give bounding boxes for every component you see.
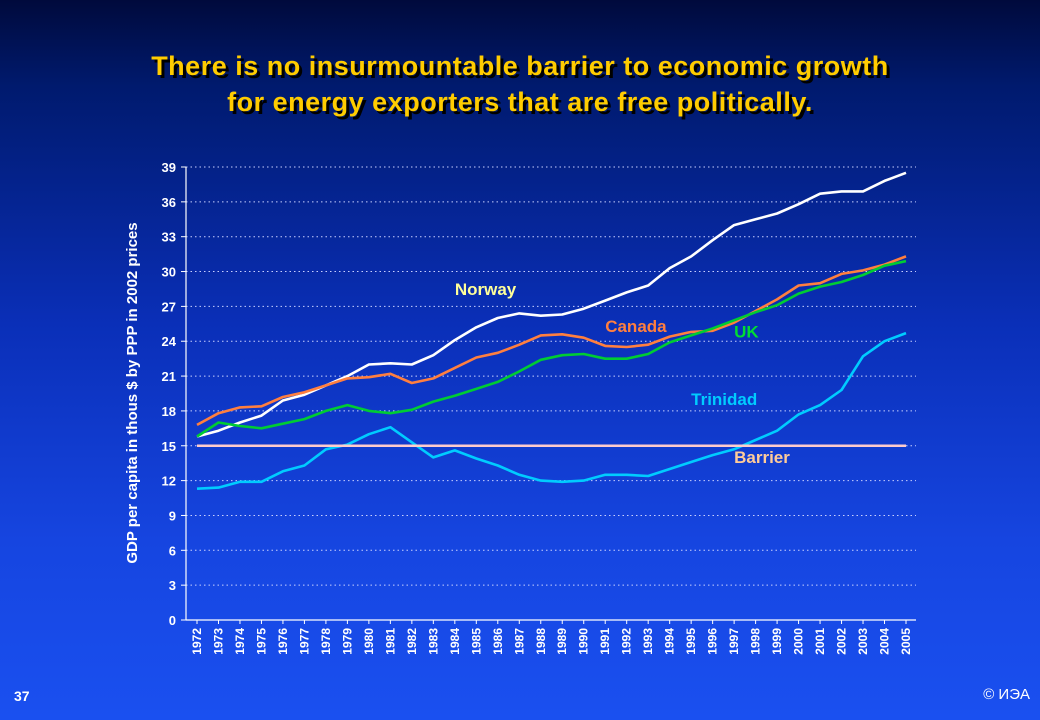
y-axis-label: GDP per capita in thous $ by PPP in 2002… <box>124 222 141 563</box>
x-tick-label: 1987 <box>512 628 526 655</box>
series-line-trinidad <box>196 331 907 490</box>
x-tick-label: 1995 <box>684 628 698 655</box>
x-tick-label: 1985 <box>469 628 483 655</box>
y-tick-label: 33 <box>162 230 176 245</box>
y-tick-label: 24 <box>162 334 177 349</box>
slide-number: 37 <box>14 688 30 704</box>
series-label-trinidad: Trinidad <box>691 390 757 409</box>
series-labels: Norway Canada UK Trinidad Barrier <box>455 280 790 467</box>
x-tick-label: 1996 <box>706 628 720 655</box>
x-tick-label: 2002 <box>835 628 849 655</box>
series-line-canada <box>196 255 907 427</box>
x-tick-label: 1984 <box>448 628 462 655</box>
x-tick-label: 1983 <box>426 628 440 655</box>
series-label-canada: Canada <box>605 317 667 336</box>
series-line-norway <box>196 171 907 438</box>
x-tick-label: 1992 <box>620 628 634 655</box>
x-tick-label: 1973 <box>211 628 225 655</box>
slide-title: There is no insurmountable barrier to ec… <box>20 48 1020 120</box>
slide-title-line-2: for energy exporters that are free polit… <box>227 87 813 117</box>
x-tick-label: 1999 <box>770 628 784 655</box>
x-tick-label: 2000 <box>792 628 806 655</box>
x-tick-label: 1974 <box>233 628 247 655</box>
x-tick-label: 1978 <box>319 628 333 655</box>
axes <box>181 166 916 624</box>
y-tick-label: 21 <box>162 369 176 384</box>
y-tick-label: 36 <box>162 195 176 210</box>
y-tick-label: 30 <box>162 265 176 280</box>
x-tick-label: 1998 <box>749 628 763 655</box>
y-tick-label: 6 <box>169 543 176 558</box>
y-tick-label: 0 <box>169 613 176 628</box>
series-label-uk: UK <box>734 323 759 342</box>
x-tick-label: 1976 <box>276 628 290 655</box>
slide-title-line-1: There is no insurmountable barrier to ec… <box>151 51 889 81</box>
x-tick-label: 2003 <box>856 628 870 655</box>
x-tick-label: 1975 <box>254 628 268 655</box>
x-tick-labels: 1972 1973 1974 1975 1976 1977 1978 1979 1980 1981… <box>190 628 913 655</box>
x-tick-label: 1991 <box>598 628 612 655</box>
x-tick-label: 1990 <box>577 628 591 655</box>
x-tick-label: 2001 <box>813 628 827 655</box>
series-lines <box>196 171 907 490</box>
x-tick-label: 1994 <box>663 628 677 655</box>
x-tick-label: 1981 <box>383 628 397 655</box>
x-tick-label: 1993 <box>641 628 655 655</box>
x-tick-label: 1982 <box>405 628 419 655</box>
series-label-barrier: Barrier <box>734 448 790 467</box>
y-tick-label: 39 <box>162 160 176 175</box>
y-tick-label: 18 <box>162 404 176 419</box>
x-tick-label: 1988 <box>534 628 548 655</box>
x-tick-label: 2004 <box>878 628 892 655</box>
x-tick-label: 1977 <box>297 628 311 655</box>
x-tick-label: 1980 <box>362 628 376 655</box>
grid-lines <box>186 166 916 586</box>
series-line-uk <box>196 259 907 438</box>
x-tick-label: 1986 <box>491 628 505 655</box>
series-label-norway: Norway <box>455 280 517 299</box>
x-tick-label: 1997 <box>727 628 741 655</box>
x-tick-label: 1989 <box>555 628 569 655</box>
y-tick-label: 27 <box>162 299 176 314</box>
x-tick-label: 1972 <box>190 628 204 655</box>
x-tick-label: 1979 <box>340 628 354 655</box>
copyright-notice: © ИЭА <box>983 686 1030 703</box>
y-tick-label: 3 <box>169 578 176 593</box>
y-tick-label: 15 <box>162 439 176 454</box>
x-tick-label: 2005 <box>899 628 913 655</box>
y-tick-label: 12 <box>162 474 176 489</box>
y-tick-label: 9 <box>169 508 176 523</box>
